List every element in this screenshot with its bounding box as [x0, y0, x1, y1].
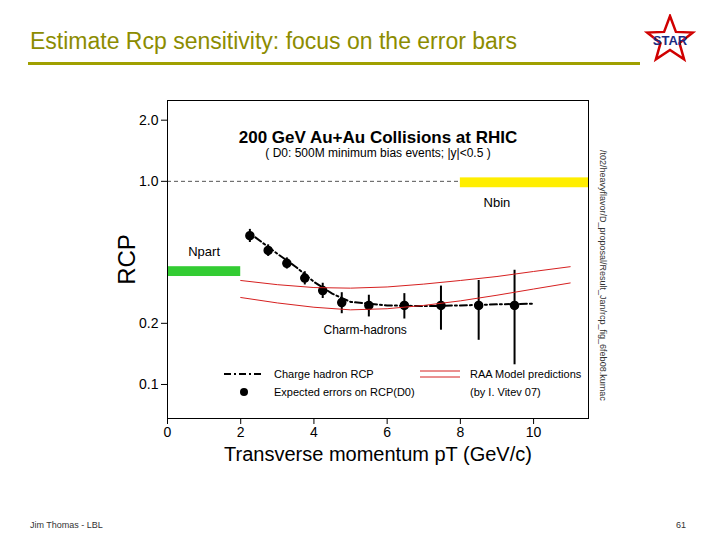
- svg-text:Npart: Npart: [188, 244, 220, 259]
- html-text:Expected errors on RCP(D0): Expected errors on RCP(D0): [274, 386, 415, 398]
- svg-text:0: 0: [164, 424, 172, 440]
- svg-text:RCP: RCP: [113, 234, 140, 285]
- svg-text:0.1: 0.1: [139, 376, 159, 392]
- svg-text:0.2: 0.2: [139, 315, 159, 331]
- svg-text:8: 8: [456, 424, 464, 440]
- svg-text:( D0: 500M minimum bias events: ( D0: 500M minimum bias events; |y|<0.5 …: [265, 146, 490, 160]
- html-text:(by I. Vitev 07): (by I. Vitev 07): [470, 386, 541, 398]
- svg-text:6: 6: [383, 424, 391, 440]
- svg-text:Nbin: Nbin: [484, 195, 511, 210]
- svg-text:2.0: 2.0: [139, 112, 159, 128]
- html-text:61: 61: [676, 520, 686, 530]
- svg-text:10: 10: [526, 424, 542, 440]
- svg-text:STAR: STAR: [653, 33, 688, 48]
- svg-text:Transverse momentum pT (GeV/c): Transverse momentum pT (GeV/c): [224, 443, 532, 465]
- svg-text:4: 4: [310, 424, 318, 440]
- svg-text:2: 2: [237, 424, 245, 440]
- svg-text:1.0: 1.0: [139, 173, 159, 189]
- svg-text:200 GeV Au+Au Collisions at RH: 200 GeV Au+Au Collisions at RHIC: [239, 128, 518, 147]
- html-text:Charge hadron RCP: Charge hadron RCP: [274, 368, 374, 380]
- html-text:Jim Thomas - LBL: Jim Thomas - LBL: [30, 520, 103, 530]
- html-text:Estimate Rcp sensitivity: focu: Estimate Rcp sensitivity: focus on the e…: [30, 28, 517, 54]
- svg-text:Charm-hadrons: Charm-hadrons: [323, 323, 406, 337]
- html-text:RAA Model predictions: RAA Model predictions: [470, 368, 582, 380]
- html-text:/t02/heavyflavor/D_proposal/Re: /t02/heavyflavor/D_proposal/Result_Jan/r…: [598, 150, 608, 401]
